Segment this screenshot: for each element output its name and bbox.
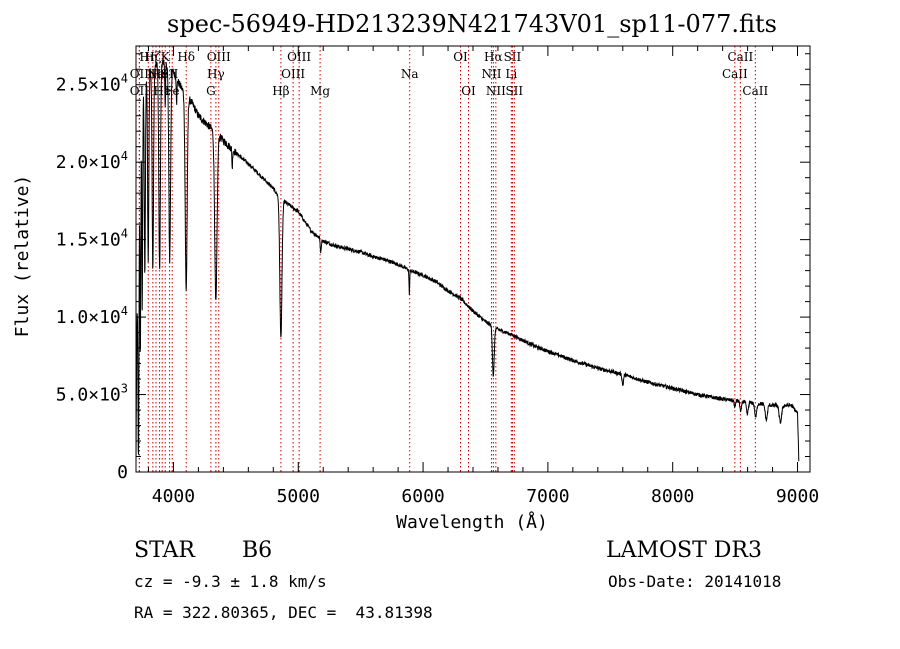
redshift-readout: cz = -9.3 ± 1.8 km/s bbox=[134, 572, 327, 591]
survey-name: LAMOST DR3 bbox=[606, 538, 762, 563]
y-tick-label: 1.0×104 bbox=[56, 304, 128, 328]
x-tick-label: 5000 bbox=[277, 486, 320, 507]
y-tick-label: 0 bbox=[117, 462, 128, 483]
x-tick-label: 9000 bbox=[776, 486, 819, 507]
line-marker-label: Na bbox=[401, 67, 419, 81]
line-marker-label: OIII bbox=[281, 67, 305, 81]
line-marker-label: G bbox=[206, 84, 216, 98]
line-marker-label: NII bbox=[486, 84, 506, 98]
y-tick-label: 2.5×104 bbox=[56, 72, 128, 96]
line-marker-label: CaII bbox=[727, 50, 753, 64]
y-tick-label: 1.5×104 bbox=[56, 227, 128, 251]
line-marker-label: Li bbox=[505, 67, 517, 81]
line-marker-label: OI bbox=[453, 50, 468, 64]
x-tick-label: 8000 bbox=[651, 486, 694, 507]
spectral-subclass: B6 bbox=[242, 538, 273, 563]
line-marker-label: NII bbox=[481, 67, 501, 81]
line-marker-label: SII bbox=[505, 84, 523, 98]
line-marker-label: Hη bbox=[139, 50, 157, 64]
line-marker-label: Hγ bbox=[207, 67, 225, 81]
line-marker-label: OI bbox=[461, 84, 476, 98]
x-tick-label: 4000 bbox=[152, 486, 195, 507]
line-marker-label: CaII bbox=[722, 67, 748, 81]
x-tick-label: 6000 bbox=[401, 486, 444, 507]
axes: 4000 5000 6000 7000 8000 9000 0 5.0×103 1.0×104 1… bbox=[56, 46, 819, 507]
y-axis-label: Flux (relative) bbox=[12, 175, 33, 338]
obs-date: Obs-Date: 20141018 bbox=[608, 572, 782, 591]
x-tick-label: 7000 bbox=[526, 486, 569, 507]
object-type: STAR bbox=[134, 538, 195, 563]
line-marker-label: Ne bbox=[147, 67, 165, 81]
line-marker-label: OIII bbox=[287, 50, 311, 64]
line-marker-label: CaII bbox=[742, 84, 768, 98]
line-marker-label: OII bbox=[130, 84, 150, 98]
y-tick-label: 5.0×103 bbox=[56, 382, 128, 406]
line-markers: OIIOIIHηHζNeHeHeKSIIFeHδGHγOIIIHβOIIIOII… bbox=[130, 46, 768, 472]
line-marker-label: Mg bbox=[310, 84, 330, 98]
spectrum-line bbox=[135, 59, 800, 465]
line-marker-label: Hβ bbox=[272, 84, 289, 98]
coordinates: RA = 322.80365, DEC = 43.81398 bbox=[134, 603, 433, 622]
line-marker-label: SII bbox=[504, 50, 522, 64]
x-axis-label: Wavelength (Å) bbox=[396, 511, 548, 533]
line-marker-label: Hα bbox=[484, 50, 503, 64]
y-tick-label: 2.0×104 bbox=[56, 149, 128, 173]
chart-title: spec-56949-HD213239N421743V01_sp11-077.f… bbox=[167, 10, 777, 38]
plot-frame bbox=[135, 45, 811, 473]
line-marker-label: Hδ bbox=[177, 50, 195, 64]
line-marker-label: K bbox=[161, 50, 171, 64]
line-marker-label: Hζ bbox=[144, 50, 161, 64]
line-marker-label: OIII bbox=[207, 50, 231, 64]
